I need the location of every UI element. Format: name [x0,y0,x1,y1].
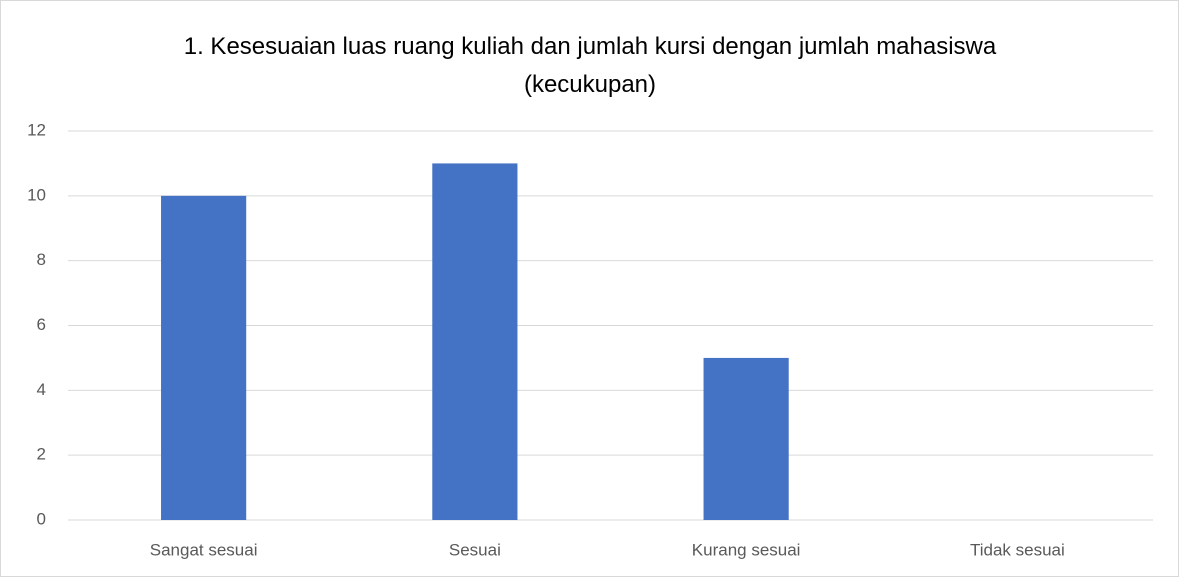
bar [703,357,789,520]
x-tick-label: Tidak sesuai [970,540,1065,559]
y-tick-label: 6 [37,315,46,334]
x-tick-label: Kurang sesuai [692,540,801,559]
chart-title: 1. Kesesuaian luas ruang kuliah dan juml… [183,33,997,98]
y-tick-label: 8 [37,250,46,269]
y-tick-label: 0 [37,509,46,528]
y-tick-label: 10 [27,185,46,204]
bar [432,163,518,520]
y-tick-label: 4 [37,380,46,399]
x-tick-label: Sangat sesuai [150,540,258,559]
y-tick-label: 2 [37,445,46,464]
x-tick-label: Sesuai [449,540,501,559]
y-tick-label: 12 [27,120,46,139]
bar [161,195,247,521]
